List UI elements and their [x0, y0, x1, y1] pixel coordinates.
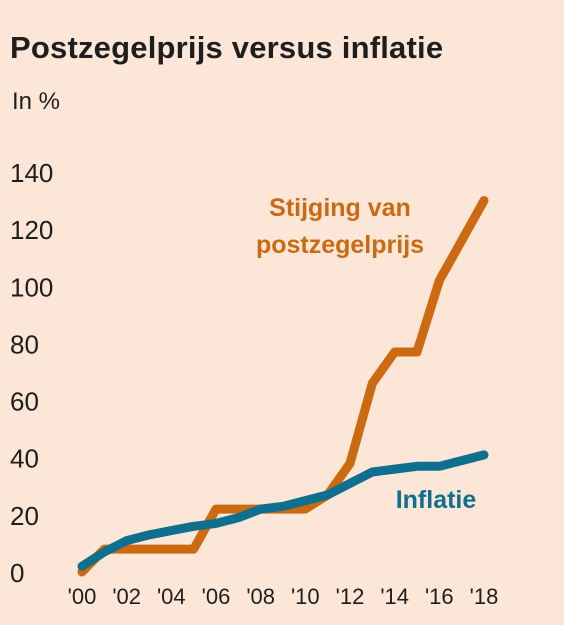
x-tick-label: '10: [291, 584, 320, 609]
y-tick-label: 0: [10, 558, 24, 588]
inflatie-line: [77, 450, 489, 571]
y-tick-label: 100: [10, 272, 53, 302]
y-tick-label: 60: [10, 387, 39, 417]
postzegelprijs-series-label: Stijging van: [269, 194, 411, 222]
x-tick-label: '08: [246, 584, 275, 609]
y-tick-label: 80: [10, 329, 39, 359]
y-axis-ticks: 0 20 40 60 80 100 120 140: [10, 158, 53, 588]
x-axis-ticks: '00 '02 '04 '06 '08 '10 '12 '14 '16 '18: [68, 584, 499, 609]
series-labels: Stijging van postzegelprijs Inflatie: [256, 194, 476, 514]
chart-title: Postzegelprijs versus inflatie: [10, 30, 444, 65]
x-tick-label: '00: [68, 584, 97, 609]
y-tick-label: 140: [10, 158, 53, 188]
x-tick-label: '14: [380, 584, 409, 609]
x-tick-label: '04: [157, 584, 186, 609]
y-tick-label: 40: [10, 444, 39, 474]
y-tick-label: 20: [10, 501, 39, 531]
x-tick-label: '02: [112, 584, 141, 609]
inflatie-series-label: Inflatie: [396, 486, 477, 514]
y-unit-label: In %: [12, 88, 61, 115]
y-tick-label: 120: [10, 215, 53, 245]
x-tick-label: '18: [470, 584, 499, 609]
series-lines: [77, 196, 489, 577]
x-tick-label: '12: [336, 584, 365, 609]
x-tick-label: '16: [425, 584, 454, 609]
x-tick-label: '06: [202, 584, 231, 609]
postzegelprijs-series-label: postzegelprijs: [256, 231, 424, 259]
